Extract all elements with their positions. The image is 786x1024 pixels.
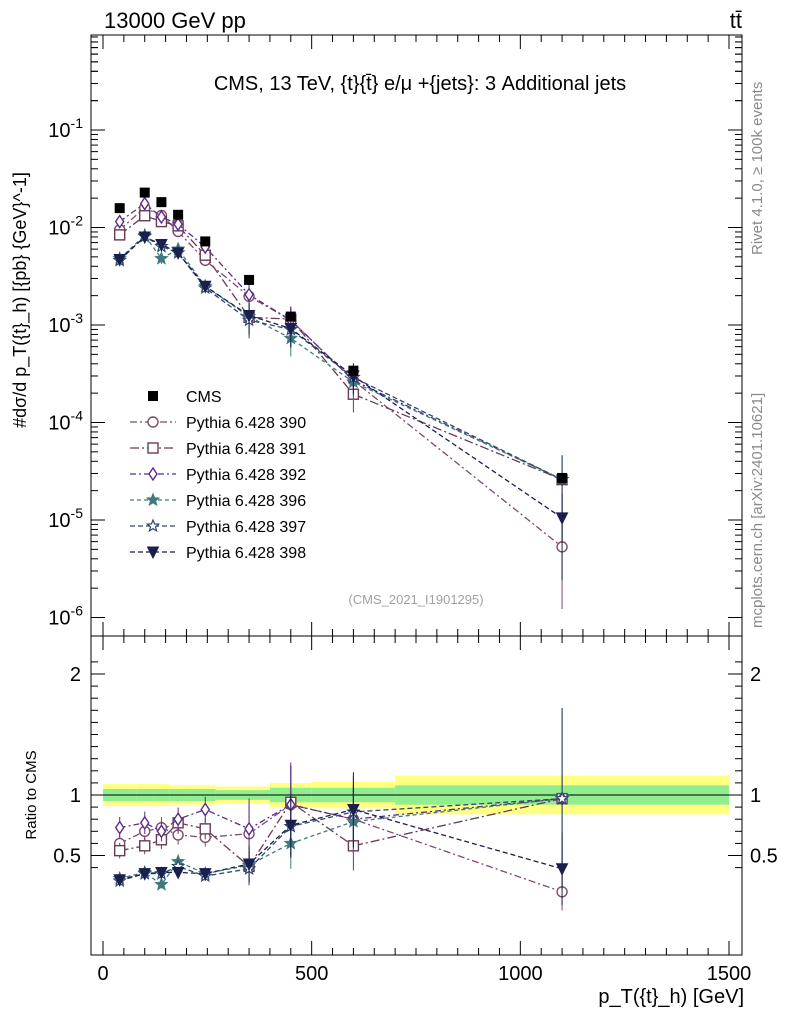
ratio-axis-title: Ratio to CMS [23, 750, 40, 839]
legend-label: Pythia 6.428 398 [186, 545, 306, 562]
y-tick-label: 10-4 [48, 408, 83, 435]
legend-entry: Pythia 6.428 390 [130, 415, 306, 432]
cms-data-point [173, 210, 183, 220]
marker-diamond [116, 822, 124, 834]
x-tick-label: 1500 [707, 963, 752, 985]
y-axis-title: #dσ/d p_T({t}_h) [{pb} {GeV}^-1] [10, 172, 31, 428]
y-tick-label: 10-6 [48, 603, 83, 630]
marker-star [147, 494, 158, 505]
ratio-tick-label-right: 0.5 [750, 846, 778, 868]
marker-triangle [173, 867, 184, 878]
marker-triangle [557, 864, 568, 875]
y-tick-label: 10-3 [48, 310, 83, 337]
marker-square [200, 824, 210, 834]
y-tick-label: 10-2 [48, 213, 83, 240]
chart-canvas: 13000 GeV pp tt̄ CMS, 13 TeV, {t}{t̄} e/… [0, 0, 786, 1024]
marker-diamond [149, 468, 157, 480]
marker-star [156, 879, 167, 890]
cms-data-point [557, 473, 567, 483]
legend-label: Pythia 6.428 392 [186, 467, 306, 484]
ratio-tick-label: 0.5 [53, 846, 81, 868]
y-tick-exponent: -2 [71, 213, 84, 229]
cms-data-point [348, 366, 358, 376]
marker-square [115, 846, 125, 856]
legend-label: Pythia 6.428 390 [186, 415, 306, 432]
legend-label: Pythia 6.428 397 [186, 519, 306, 536]
cms-data-point [244, 275, 254, 285]
ratio-tick-label: 2 [70, 664, 81, 686]
x-tick-label: 0 [97, 963, 108, 985]
analysis-id: (CMS_2021_I1901295) [348, 592, 483, 607]
y-tick-exponent: -1 [71, 115, 84, 131]
legend-entry: Pythia 6.428 398 [130, 545, 306, 562]
rivet-version-label: Rivet 4.1.0, ≥ 100k events [749, 82, 766, 255]
y-tick-exponent: -4 [71, 408, 84, 424]
y-tick-label: 10-5 [48, 505, 83, 532]
ratio-tick-label-right: 1 [750, 785, 761, 807]
legend-marker-cms [148, 391, 158, 401]
marker-square [115, 230, 125, 240]
cms-data-point [286, 312, 296, 322]
cms-data-point [200, 236, 210, 246]
legend-label: Pythia 6.428 391 [186, 441, 306, 458]
series-line-main [120, 204, 562, 480]
series-line-main [120, 216, 562, 480]
legend-label: Pythia 6.428 396 [186, 493, 306, 510]
x-tick-label: 1000 [498, 963, 543, 985]
ratio-tick-label: 1 [70, 785, 81, 807]
y-tick-exponent: -5 [71, 505, 84, 521]
mcplots-label: mcplots.cern.ch [arXiv:2401.10621] [749, 393, 766, 628]
legend: CMS Pythia 6.428 390 Pythia 6.428 391 Pythi… [130, 389, 306, 562]
series-line-ratio [120, 805, 562, 892]
marker-diamond [201, 804, 209, 816]
x-axis-title: p_T({t}_h) [GeV] [598, 986, 744, 1008]
legend-label: CMS [186, 389, 222, 406]
cms-data-point [140, 188, 150, 198]
legend-entry: Pythia 6.428 392 [130, 467, 306, 484]
marker-star [147, 520, 158, 531]
ratio-tick-label-right: 2 [750, 664, 761, 686]
legend-entry-cms: CMS [148, 389, 222, 406]
y-tick-label: 10-1 [48, 115, 83, 142]
marker-triangle [557, 513, 568, 524]
legend-entry: Pythia 6.428 391 [130, 441, 306, 458]
marker-square [148, 443, 158, 453]
energy-label: 13000 GeV pp [104, 8, 246, 33]
marker-circle [148, 417, 158, 427]
legend-entry: Pythia 6.428 396 [130, 493, 306, 510]
marker-star [156, 253, 167, 264]
cms-data-point [156, 197, 166, 207]
legend-entry: Pythia 6.428 397 [130, 519, 306, 536]
process-label: tt̄ [730, 8, 742, 33]
x-tick-label: 500 [295, 963, 328, 985]
y-tick-exponent: -6 [71, 603, 84, 619]
plot-title: CMS, 13 TeV, {t}{t̄} e/μ +{jets}: 3 Addi… [214, 73, 626, 95]
marker-square [140, 841, 150, 851]
cms-data-point [115, 203, 125, 213]
marker-square [140, 211, 150, 221]
y-tick-exponent: -3 [71, 310, 84, 326]
